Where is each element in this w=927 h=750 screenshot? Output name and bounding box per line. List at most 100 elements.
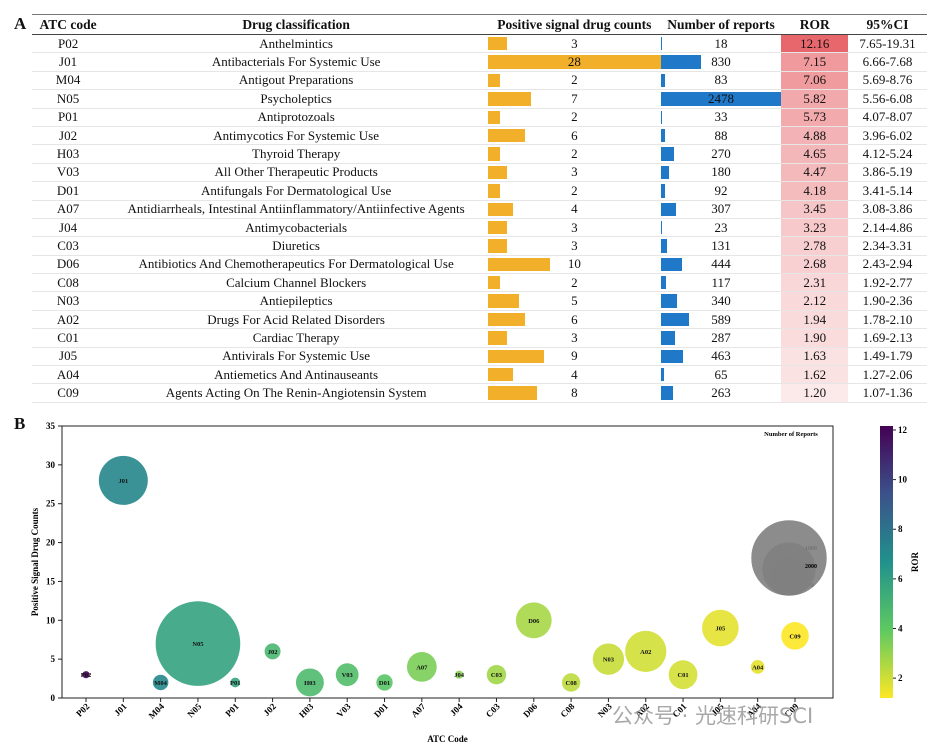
reports-value: 287 — [711, 329, 731, 345]
bubble — [702, 609, 739, 647]
cell-atc-code: A02 — [32, 310, 105, 330]
cell-95ci: 1.27-2.06 — [847, 365, 927, 385]
x-tick-label: A07 — [409, 701, 427, 719]
reports-value: 270 — [711, 146, 731, 162]
cell-atc-code: C03 — [32, 236, 105, 256]
bubble-label: A02 — [640, 649, 651, 656]
cell-positive-signal: 8 — [488, 383, 661, 403]
cell-number-of-reports: 340 — [660, 291, 782, 311]
positive-signal-bar — [488, 331, 507, 345]
cell-positive-signal: 2 — [488, 108, 661, 127]
cell-95ci: 5.56-6.08 — [847, 89, 927, 109]
cell-atc-code: A04 — [32, 365, 105, 385]
cell-95ci: 6.66-7.68 — [847, 52, 927, 72]
colorbar-tick-label: 12 — [898, 425, 908, 435]
positive-signal-bar — [488, 73, 501, 88]
cell-drug-classification: Antigout Preparations — [104, 71, 489, 91]
positive-signal-bar — [488, 276, 501, 290]
x-tick-label: J02 — [261, 701, 278, 718]
bubble — [750, 660, 765, 674]
cell-ror: 2.68 — [781, 255, 848, 275]
bubble — [98, 455, 148, 505]
reports-value: 830 — [711, 54, 731, 70]
cell-positive-signal: 3 — [488, 163, 661, 183]
reports-bar — [660, 368, 664, 382]
panel-b-letter: B — [14, 414, 26, 433]
positive-signal-bar — [488, 349, 544, 364]
bubble-label: M04 — [154, 680, 167, 687]
y-tick-label: 15 — [46, 576, 56, 586]
cell-positive-signal: 9 — [488, 347, 661, 367]
positive-signal-value: 2 — [571, 109, 578, 125]
reports-bar — [660, 220, 663, 235]
bubble-label: H03 — [304, 680, 316, 687]
cell-ror: 1.20 — [781, 383, 848, 403]
bubble-label: C03 — [491, 672, 503, 679]
cell-atc-code: P02 — [32, 34, 105, 54]
cell-95ci: 5.69-8.76 — [847, 71, 927, 91]
cell-atc-code: J02 — [32, 126, 105, 146]
positive-signal-value: 9 — [571, 348, 578, 364]
positive-signal-value: 8 — [571, 385, 578, 401]
bubble-label: J01 — [118, 478, 128, 485]
x-tick-label: P01 — [223, 701, 241, 719]
cell-ror: 2.12 — [781, 291, 848, 311]
bubble — [781, 622, 809, 650]
bubble-label: C01 — [677, 672, 688, 679]
cell-ror: 4.88 — [781, 126, 848, 146]
reports-value: 18 — [714, 35, 728, 51]
reports-bar — [660, 312, 690, 327]
table-row: A04 Antiemetics And Antinauseants 4 65 1.62 1… — [32, 365, 927, 385]
bubble-label: J04 — [454, 672, 465, 679]
cell-number-of-reports: 444 — [660, 255, 782, 275]
cell-positive-signal: 3 — [488, 328, 661, 348]
cell-positive-signal: 3 — [488, 34, 661, 54]
cell-atc-code: J05 — [32, 347, 105, 367]
cell-positive-signal: 10 — [488, 255, 661, 275]
reports-bar — [660, 184, 666, 198]
reports-bar — [660, 37, 663, 51]
table-row: C01 Cardiac Therapy 3 287 1.90 1.69-2.13 — [32, 328, 927, 348]
colorbar-tick-label: 6 — [898, 574, 903, 584]
table-row: C03 Diuretics 3 131 2.78 2.34-3.31 — [32, 236, 927, 256]
watermark-text: 公众号 · 光速科研SCI — [612, 704, 814, 728]
table-row: J05 Antivirals For Systemic Use 9 463 1.63 1.… — [32, 347, 927, 367]
cell-number-of-reports: 117 — [660, 273, 782, 293]
cell-drug-classification: Agents Acting On The Renin-Angiotensin S… — [104, 383, 489, 403]
cell-95ci: 3.08-3.86 — [847, 200, 927, 219]
cell-ror: 3.23 — [781, 218, 848, 238]
cell-drug-classification: Antidiarrheals, Intestinal Antiinflammat… — [104, 200, 489, 219]
cell-number-of-reports: 307 — [660, 200, 782, 219]
cell-number-of-reports: 33 — [660, 108, 782, 127]
cell-atc-code: D01 — [32, 181, 105, 201]
bubble-label: A04 — [752, 664, 764, 671]
table-header-row: ATC code Drug classification Positive si… — [32, 14, 927, 35]
cell-drug-classification: Antifungals For Dermatological Use — [104, 181, 489, 201]
bubble — [561, 673, 581, 692]
cell-ror: 3.45 — [781, 200, 848, 219]
cell-positive-signal: 2 — [488, 273, 661, 293]
cell-drug-classification: Antibiotics And Chemotherapeutics For De… — [104, 255, 489, 275]
table-row: P01 Antiprotozoals 2 33 5.73 4.07-8.07 — [32, 108, 927, 127]
table-row: J02 Antimycotics For Systemic Use 6 88 4.88 3… — [32, 126, 927, 146]
cell-95ci: 2.43-2.94 — [847, 255, 927, 275]
positive-signal-value: 4 — [571, 366, 578, 382]
table-row: P02 Anthelmintics 3 18 12.16 7.65-19.31 — [32, 34, 927, 54]
cell-atc-code: C01 — [32, 328, 105, 348]
bubble-chart: 0 5 10 15 20 25 30 35 Positive Signal Drug Count… — [30, 421, 920, 744]
y-tick-label: 5 — [51, 654, 56, 664]
cell-ror: 1.63 — [781, 347, 848, 367]
reports-bar — [660, 128, 665, 143]
positive-signal-bar — [488, 202, 513, 216]
cell-atc-code: J01 — [32, 52, 105, 72]
bubble — [82, 671, 90, 679]
header-atc-code: ATC code — [32, 14, 105, 35]
bubble-label: J05 — [715, 626, 726, 633]
positive-signal-value: 3 — [571, 329, 578, 345]
x-tick-label: P02 — [74, 701, 92, 719]
cell-atc-code: C09 — [32, 383, 105, 403]
reports-bar — [660, 276, 667, 290]
positive-signal-value: 10 — [567, 256, 581, 272]
x-tick-label: D01 — [372, 701, 390, 719]
reports-value: 340 — [711, 293, 731, 309]
